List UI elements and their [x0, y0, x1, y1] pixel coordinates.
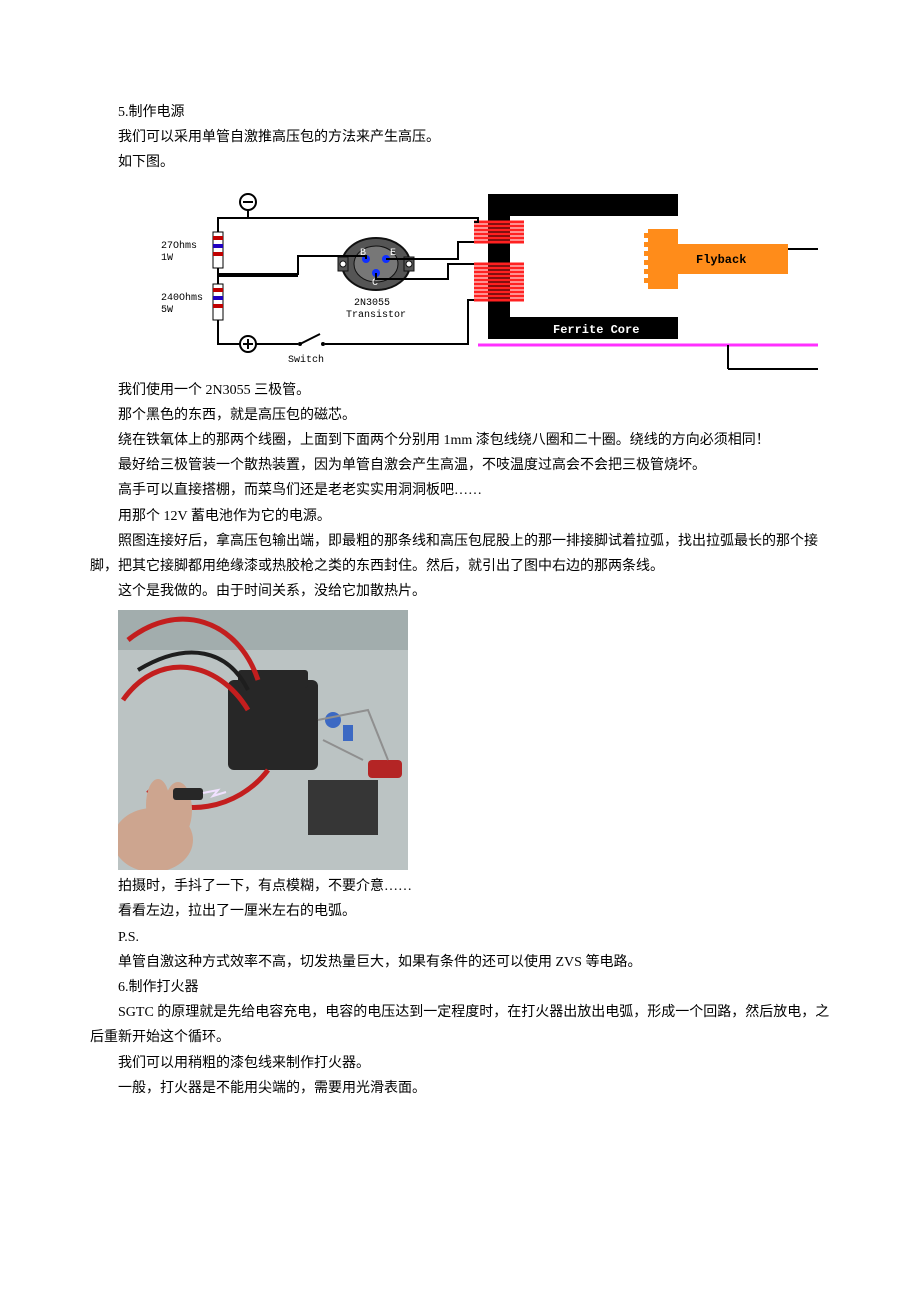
section5-p3: 我们使用一个 2N3055 三极管。 — [90, 378, 830, 403]
section5-p9: 照图连接好后，拿高压包输出端，即最粗的那条线和高压包屁股上的那一排接脚试着拉弧，… — [90, 529, 830, 579]
svg-text:Switch: Switch — [288, 354, 324, 366]
section5-p1: 我们可以采用单管自激推高压包的方法来产生高压。 — [90, 125, 830, 150]
svg-text:Flyback: Flyback — [696, 253, 746, 267]
svg-text:27Ohms: 27Ohms — [161, 240, 197, 252]
section5-p6: 最好给三极管装一个散热装置，因为单管自激会产生高温，不吱温度过高会不会把三极管烧… — [90, 453, 830, 478]
section5-p11: 拍摄时，手抖了一下，有点模糊，不要介意…… — [90, 874, 830, 899]
svg-text:Ferrite Core: Ferrite Core — [553, 323, 639, 337]
section5-p14: 单管自激这种方式效率不高，切发热量巨大，如果有条件的还可以使用 ZVS 等电路。 — [90, 950, 830, 975]
section5-p10: 这个是我做的。由于时间关系，没给它加散热片。 — [90, 579, 830, 604]
svg-text:E: E — [390, 248, 396, 259]
section6-p3: 一般，打火器是不能用尖端的，需要用光滑表面。 — [90, 1076, 830, 1101]
svg-text:2N3055: 2N3055 — [354, 298, 390, 309]
section6-p2: 我们可以用稍粗的漆包线来制作打火器。 — [90, 1051, 830, 1076]
section5-p2: 如下图。 — [90, 150, 830, 175]
section5-p8: 用那个 12V 蓄电池作为它的电源。 — [90, 504, 830, 529]
section5-p12: 看看左边，拉出了一厘米左右的电弧。 — [90, 899, 830, 924]
svg-text:Transistor: Transistor — [346, 309, 406, 321]
section5-p4: 那个黑色的东西，就是高压包的磁芯。 — [90, 403, 830, 428]
svg-text:240Ohms: 240Ohms — [161, 292, 203, 304]
section5-heading: 5.制作电源 — [90, 100, 830, 125]
section6-p1: SGTC 的原理就是先给电容充电，电容的电压达到一定程度时，在打火器出放出电弧，… — [90, 1000, 830, 1050]
svg-text:1W: 1W — [161, 253, 173, 264]
section5-p13: P.S. — [90, 925, 830, 950]
section5-p7: 高手可以直接搭棚，而菜鸟们还是老老实实用洞洞板吧…… — [90, 478, 830, 503]
photo-image — [118, 610, 830, 870]
svg-text:5W: 5W — [161, 305, 173, 316]
circuit-diagram: Ferrite CoreFlybackBEC2N3055Transistor27… — [118, 184, 830, 374]
section5-p5: 绕在铁氧体上的那两个线圈，上面到下面两个分别用 1mm 漆包线绕八圈和二十圈。绕… — [90, 428, 830, 453]
section6-heading: 6.制作打火器 — [90, 975, 830, 1000]
